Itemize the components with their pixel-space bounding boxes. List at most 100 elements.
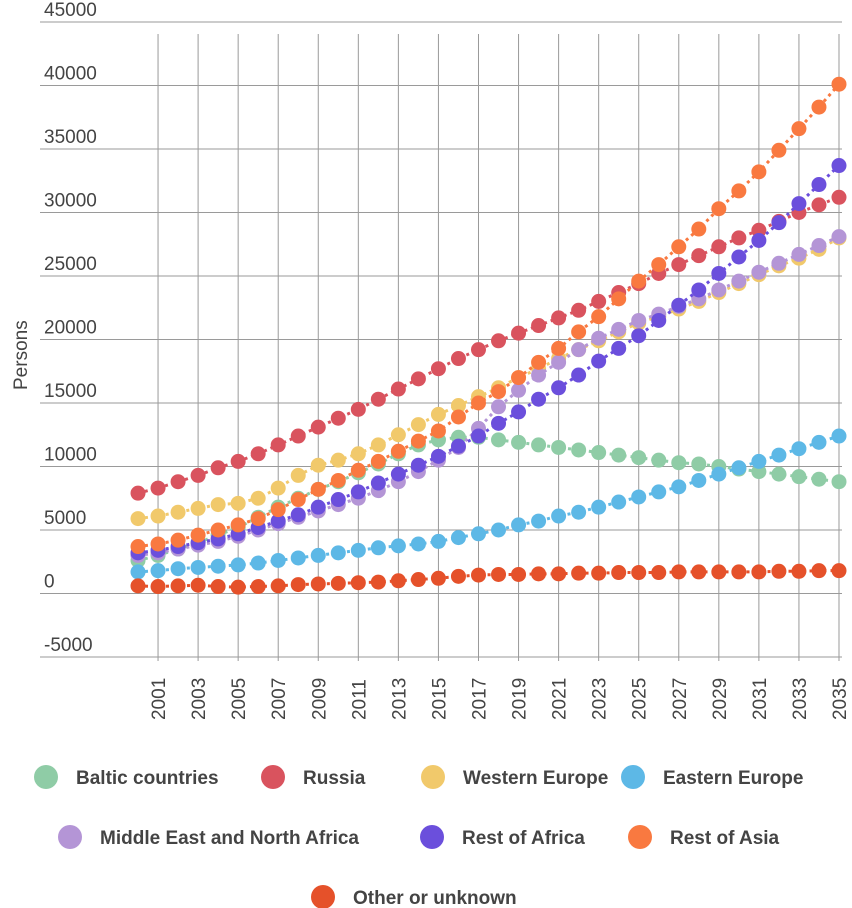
data-point [691, 282, 707, 298]
data-point [290, 577, 306, 593]
data-point [551, 380, 567, 396]
data-point [310, 576, 326, 592]
data-point [531, 318, 547, 334]
x-tick-label: 2001 [149, 678, 170, 720]
data-point [571, 342, 587, 358]
legend-item[interactable]: Baltic countries [34, 765, 219, 789]
data-point [230, 517, 246, 533]
legend-marker [311, 885, 335, 908]
data-point [270, 578, 286, 594]
data-point [611, 447, 627, 463]
legend-item[interactable]: Rest of Africa [420, 825, 585, 849]
data-point [370, 540, 386, 556]
data-point [270, 480, 286, 496]
data-point [410, 536, 426, 552]
data-point [290, 492, 306, 508]
data-point [330, 545, 346, 561]
y-tick-label: 30000 [44, 191, 97, 212]
data-point [170, 561, 186, 577]
x-axis-ticks: 2001 2003 2005 2007 2009 2011 2013 2015 2017 2019… [149, 678, 851, 720]
data-point [170, 532, 186, 548]
x-tick-label: 2027 [670, 678, 691, 720]
data-point [611, 291, 627, 307]
data-point [450, 398, 466, 414]
data-point [450, 530, 466, 546]
data-point [531, 354, 547, 370]
data-point [811, 434, 827, 450]
data-point [350, 575, 366, 591]
grid [40, 21, 842, 661]
data-point [290, 550, 306, 566]
data-point [511, 566, 527, 582]
data-point [551, 310, 567, 326]
legend-item[interactable]: Russia [261, 765, 366, 789]
data-point [631, 565, 647, 581]
data-point [711, 564, 727, 580]
data-point [491, 566, 507, 582]
legend-item[interactable]: Middle East and North Africa [58, 825, 359, 849]
legend-item[interactable]: Western Europe [421, 765, 608, 789]
data-point [671, 297, 687, 313]
series-rest-of-africa [130, 158, 847, 561]
data-point [551, 508, 567, 524]
series-line [137, 569, 839, 589]
data-point [410, 433, 426, 449]
y-tick-label: 40000 [44, 64, 97, 85]
data-point [631, 273, 647, 289]
data-point [731, 230, 747, 246]
legend-label: Rest of Africa [462, 828, 585, 849]
data-point [571, 367, 587, 383]
data-point [410, 417, 426, 433]
data-point [511, 517, 527, 533]
data-point [791, 121, 807, 137]
y-tick-label: 35000 [44, 127, 97, 148]
data-point [190, 500, 206, 516]
data-point [210, 579, 226, 595]
x-tick-label: 2019 [510, 678, 531, 720]
data-point [330, 410, 346, 426]
x-tick-label: 2021 [550, 678, 571, 720]
data-point [450, 351, 466, 367]
legend-item[interactable]: Eastern Europe [621, 765, 803, 789]
data-point [150, 536, 166, 552]
legend-marker [261, 765, 285, 789]
data-point [791, 246, 807, 262]
data-point [771, 563, 787, 579]
legend-label: Rest of Asia [670, 828, 780, 849]
data-point [491, 432, 507, 448]
data-point [150, 563, 166, 579]
series-eastern-europe [130, 428, 847, 580]
data-point [791, 441, 807, 457]
data-point [731, 460, 747, 476]
x-tick-label: 2029 [710, 678, 731, 720]
data-point [491, 384, 507, 400]
data-point [831, 474, 847, 490]
data-point [671, 239, 687, 255]
data-point [130, 511, 146, 527]
data-point [170, 504, 186, 520]
data-point [430, 570, 446, 586]
data-point [611, 340, 627, 356]
data-point [270, 502, 286, 518]
series-line [137, 164, 841, 555]
data-point [470, 428, 486, 444]
data-point [190, 527, 206, 543]
data-point [511, 434, 527, 450]
data-point [831, 563, 847, 579]
data-point [691, 221, 707, 237]
legend-item[interactable]: Rest of Asia [628, 825, 780, 849]
data-point [250, 490, 266, 506]
data-point [731, 183, 747, 199]
data-point [350, 484, 366, 500]
series-line [137, 83, 841, 548]
data-point [430, 423, 446, 439]
data-point [210, 558, 226, 574]
data-point [551, 354, 567, 370]
data-point [210, 497, 226, 513]
data-point [571, 302, 587, 318]
data-point [511, 325, 527, 341]
legend-item[interactable]: Other or unknown [311, 885, 517, 908]
data-point [430, 406, 446, 422]
y-axis-ticks: -5000 0 5000 10000 15000 20000 25000 30000 35000… [44, 0, 97, 656]
